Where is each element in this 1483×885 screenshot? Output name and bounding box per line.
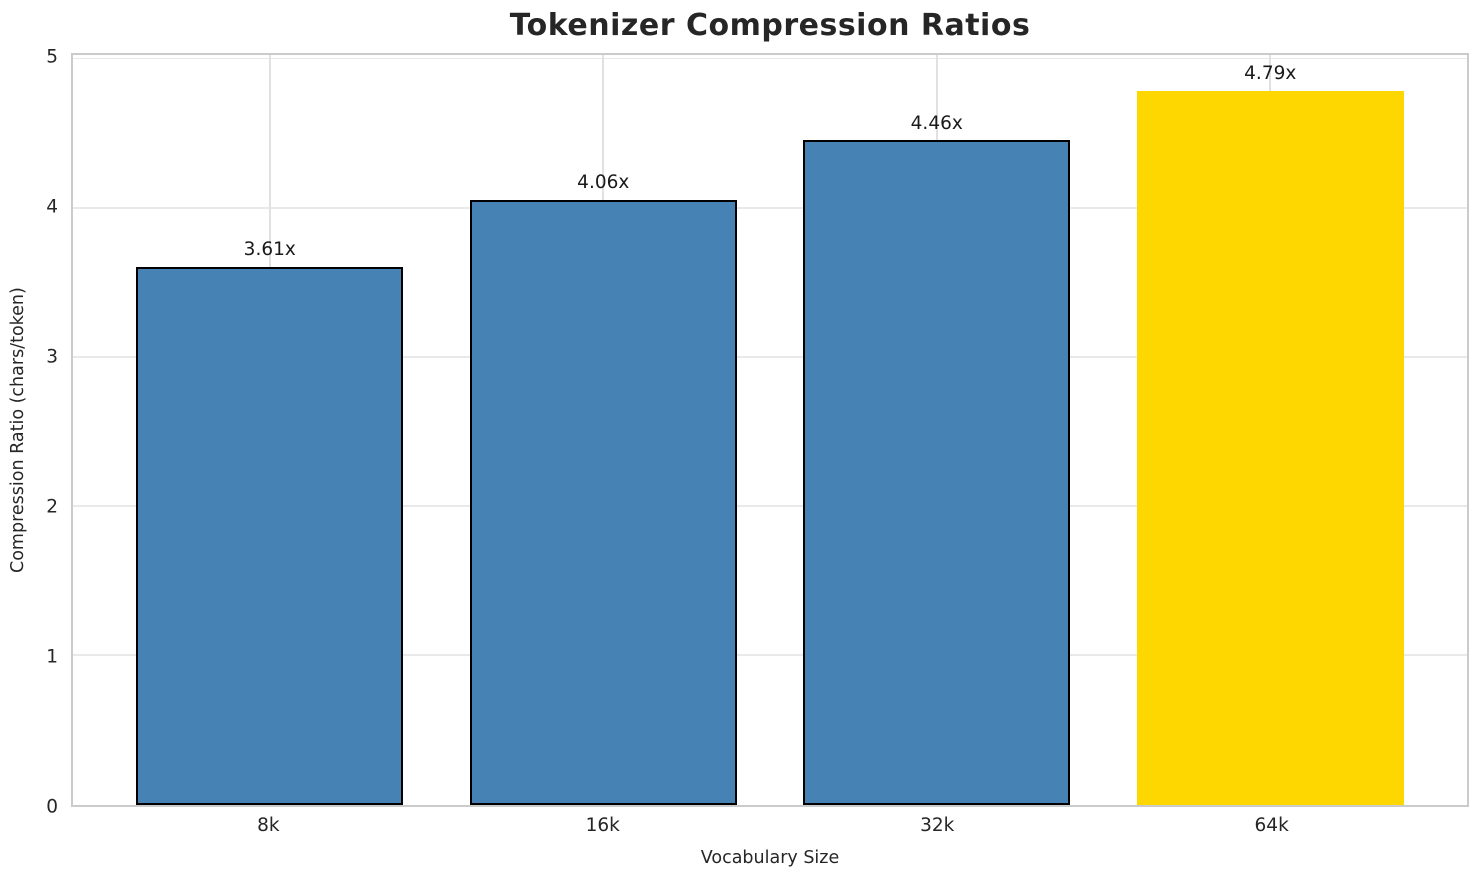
gridline-y-3 [73, 356, 1467, 358]
gridline-y-5 [73, 57, 1467, 60]
y-tick-col: 0 1 2 3 4 5 [0, 48, 58, 816]
bar-value-label-8k: 3.61x [243, 239, 296, 261]
y-tick-label: 2 [46, 495, 58, 517]
gridline-y-4 [73, 207, 1467, 209]
x-tick-label-8k: 8k [257, 815, 280, 836]
bar-8k [136, 266, 404, 805]
x-tick-row: 8k 16k 32k 64k [71, 815, 1469, 843]
y-tick-label: 4 [46, 196, 58, 218]
gridline-y-1 [73, 654, 1467, 656]
bar-64k [1136, 90, 1404, 805]
gridline-y-2 [73, 505, 1467, 507]
x-axis-label: Vocabulary Size [700, 848, 840, 868]
chart-title: Tokenizer Compression Ratios [509, 8, 1031, 43]
y-tick-label: 1 [46, 645, 58, 667]
y-tick-label: 3 [46, 346, 58, 368]
y-tick-label: 0 [46, 795, 58, 817]
x-tick-label-16k: 16k [585, 815, 620, 836]
x-tick-label-64k: 64k [1254, 815, 1289, 836]
x-tick-label-32k: 32k [920, 815, 955, 836]
plot-area: 3.61x 4.06x 4.46x 4.79x [71, 53, 1469, 807]
bar-16k [469, 199, 737, 805]
bar-32k [803, 140, 1071, 805]
bar-value-label-16k: 4.06x [577, 172, 630, 194]
bar-value-label-32k: 4.46x [910, 112, 963, 134]
bar-value-label-64k: 4.79x [1244, 63, 1297, 85]
y-tick-label: 5 [46, 46, 58, 68]
